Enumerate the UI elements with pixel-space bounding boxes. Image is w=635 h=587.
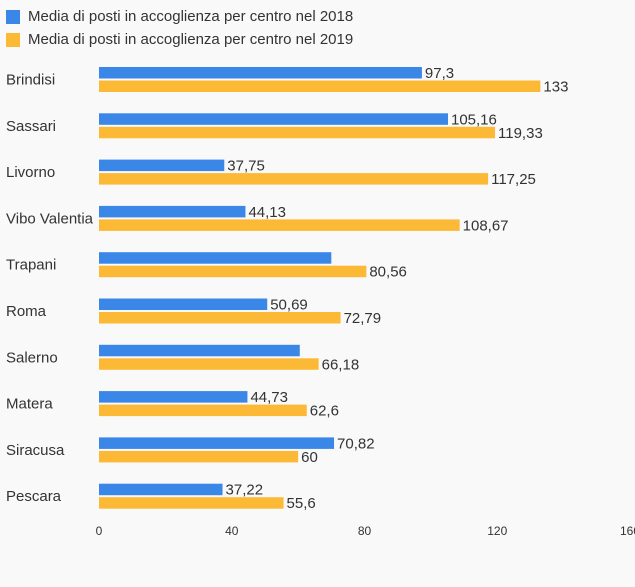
chart-legend: Media di posti in accoglienza per centro… — [6, 5, 353, 51]
legend-label-2018: Media di posti in accoglienza per centro… — [28, 8, 354, 25]
data-label: 97,3 — [425, 65, 454, 82]
category-label: Trapani — [6, 257, 56, 274]
category-label: Matera — [6, 396, 53, 413]
bar-2019 — [99, 312, 341, 324]
bar-2018 — [99, 344, 300, 357]
data-label: 80,56 — [369, 264, 407, 281]
data-label: 70,82 — [337, 435, 375, 452]
bar-2018 — [99, 67, 422, 79]
category-label: Salerno — [6, 349, 58, 366]
data-label: 66,18 — [322, 356, 360, 373]
bar-2019 — [99, 450, 299, 463]
data-label: 119,33 — [498, 125, 543, 142]
legend-swatch-2018 — [6, 9, 20, 24]
bar-2018 — [99, 298, 268, 310]
bar-2019 — [99, 173, 489, 185]
data-label: 37,75 — [227, 158, 265, 175]
bar-2018 — [99, 437, 335, 449]
data-label: 62,6 — [310, 403, 339, 420]
data-label: 72,79 — [344, 310, 382, 327]
x-tick-label: 80 — [358, 524, 372, 538]
category-label: Vibo Valentia — [6, 210, 94, 227]
data-label: 50,69 — [270, 297, 308, 314]
legend-item-2019[interactable]: Media di posti in accoglienza per centro… — [6, 28, 353, 51]
bar-2019 — [99, 265, 367, 278]
category-label: Sassari — [6, 118, 56, 135]
bar-2019 — [99, 219, 460, 231]
bar-2018 — [99, 483, 223, 496]
data-label: 44,73 — [250, 389, 288, 406]
bar-2019 — [99, 358, 319, 370]
bar-2019 — [99, 126, 496, 139]
category-label: Livorno — [6, 164, 55, 181]
data-label: 44,13 — [248, 204, 286, 221]
data-label: 108,67 — [463, 217, 509, 234]
category-label: Brindisi — [6, 72, 55, 89]
x-tick-label: 120 — [487, 524, 507, 538]
data-label: 133 — [543, 79, 568, 96]
data-label: 105,16 — [451, 111, 497, 128]
legend-item-2018[interactable]: Media di posti in accoglienza per centro… — [6, 5, 353, 28]
bar-2019 — [99, 497, 284, 509]
data-label: 37,22 — [226, 482, 264, 499]
bar-2018 — [99, 205, 246, 218]
bar-2018 — [99, 159, 225, 172]
bar-2018 — [99, 113, 448, 125]
data-label: 55,6 — [287, 495, 316, 512]
category-label: Roma — [6, 303, 47, 320]
bar-2018 — [99, 252, 332, 264]
data-label: 60 — [301, 449, 318, 466]
legend-swatch-2019 — [6, 32, 20, 47]
bar-2018 — [99, 391, 248, 403]
x-tick-label: 40 — [225, 524, 239, 538]
x-tick-label: 160 — [620, 524, 635, 538]
bar-2019 — [99, 80, 541, 92]
legend-label-2019: Media di posti in accoglienza per centro… — [28, 31, 354, 48]
category-label: Siracusa — [6, 442, 65, 459]
x-tick-label: 0 — [96, 524, 103, 538]
bar-2019 — [99, 404, 307, 417]
data-label: 117,25 — [491, 171, 536, 188]
category-label: Pescara — [6, 488, 62, 505]
